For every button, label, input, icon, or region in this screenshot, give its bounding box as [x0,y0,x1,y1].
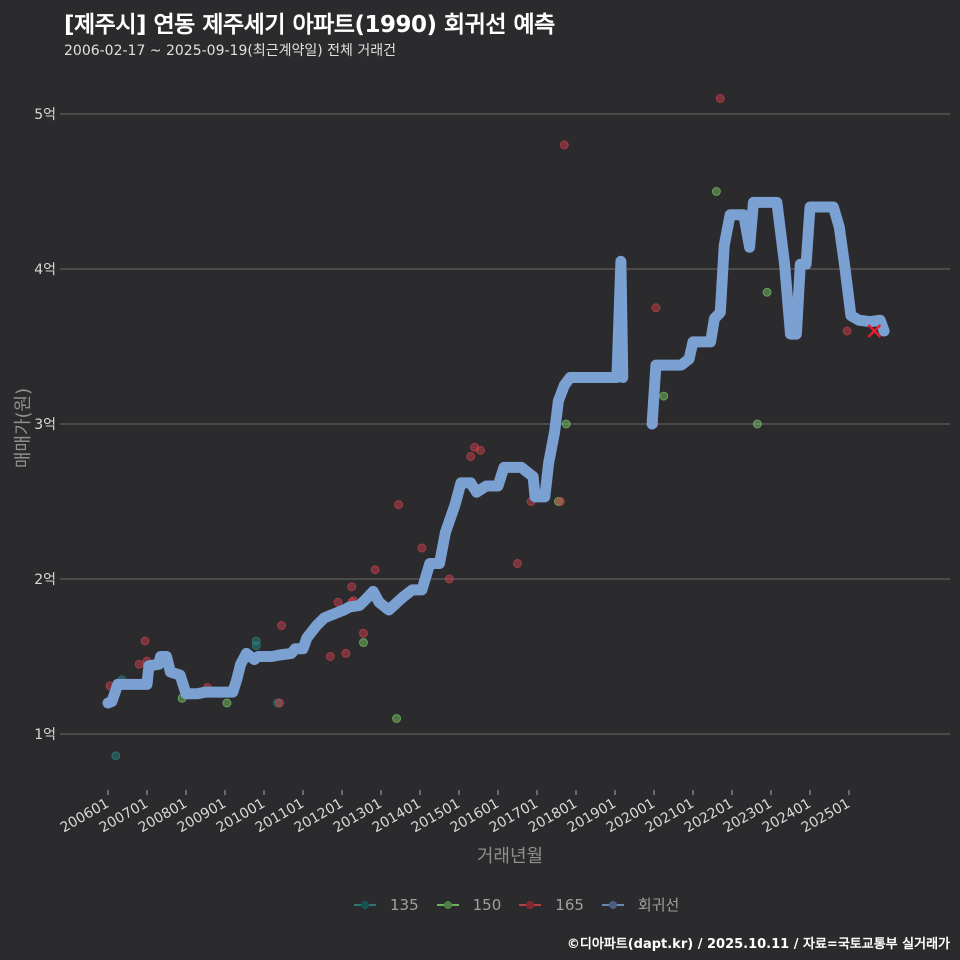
legend-item-135[interactable]: 135 [354,896,419,914]
data-point-165 [444,574,454,584]
x-marker-icon [867,324,882,338]
y-axis-label: 매매가(원) [13,387,34,469]
data-point-165 [358,628,368,638]
data-point-165 [513,559,522,568]
data-point-165 [417,543,427,553]
data-point-150 [561,419,571,429]
data-point-165 [277,621,287,630]
regression-segment [102,255,629,709]
x-axis-label: 거래년월 [476,846,544,867]
data-point-135 [251,636,261,646]
data-point-150 [392,714,402,723]
chart-title: [제주시] 연동 제주세기 아파트(1990) 회귀선 예측 [64,12,555,38]
legend-key-icon [436,899,459,911]
scatter-points [105,94,852,761]
y-axis-ticks: 1억 2억 3억 4억 5억 [34,107,56,743]
data-point-165 [370,565,380,575]
data-point-165 [555,497,565,506]
data-point-165 [275,698,285,708]
data-point-165 [341,648,351,658]
regression-line [102,196,890,709]
legend-key-icon [519,899,542,911]
data-point-165 [466,452,476,462]
legend-label: 135 [390,895,419,914]
data-point-150 [222,698,232,708]
data-point-165 [394,500,404,510]
legend: 135 150 165 회귀선 [354,894,685,915]
y-tick-label: 1억 [34,727,56,743]
data-point-165 [333,597,343,607]
y-tick-label: 4억 [34,262,56,278]
data-point-165 [475,445,485,455]
legend-label: 150 [472,895,502,914]
legend-item-165[interactable]: 165 [519,896,584,914]
x-axis-ticks: 2006012007012008012009012010012011012012… [58,790,853,836]
data-point-135 [251,641,261,651]
legend-item-regression[interactable]: 회귀선 [601,894,680,915]
data-point-165 [134,659,144,669]
data-point-165 [347,582,357,592]
y-tick-label: 5억 [34,107,56,123]
legend-key-icon [601,899,624,911]
data-point-165 [559,140,569,150]
legend-label: 회귀선 [637,896,680,914]
data-point-135 [111,751,121,761]
chart-subtitle: 2006-02-17 ~ 2025-09-19(최근계약일) 전체 거래건 [64,43,396,59]
latest-marker [867,324,882,338]
data-point-150 [659,391,669,401]
data-point-165 [140,636,150,646]
data-point-150 [762,287,772,297]
data-point-150 [358,638,368,648]
data-point-165 [842,326,852,336]
data-point-150 [752,419,762,429]
legend-item-150[interactable]: 150 [436,895,502,914]
regression-segment [646,196,890,430]
data-point-165 [325,652,335,661]
y-tick-label: 3억 [34,417,56,433]
data-point-165 [715,94,725,103]
data-point-150 [711,187,721,196]
legend-key-icon [354,899,376,911]
source-caption: ©디아파트(dapt.kr) / 2025.10.11 / 자료=국토교통부 실… [566,937,950,952]
data-point-165 [651,303,661,313]
legend-label: 165 [555,895,584,914]
y-tick-label: 2억 [34,572,56,588]
